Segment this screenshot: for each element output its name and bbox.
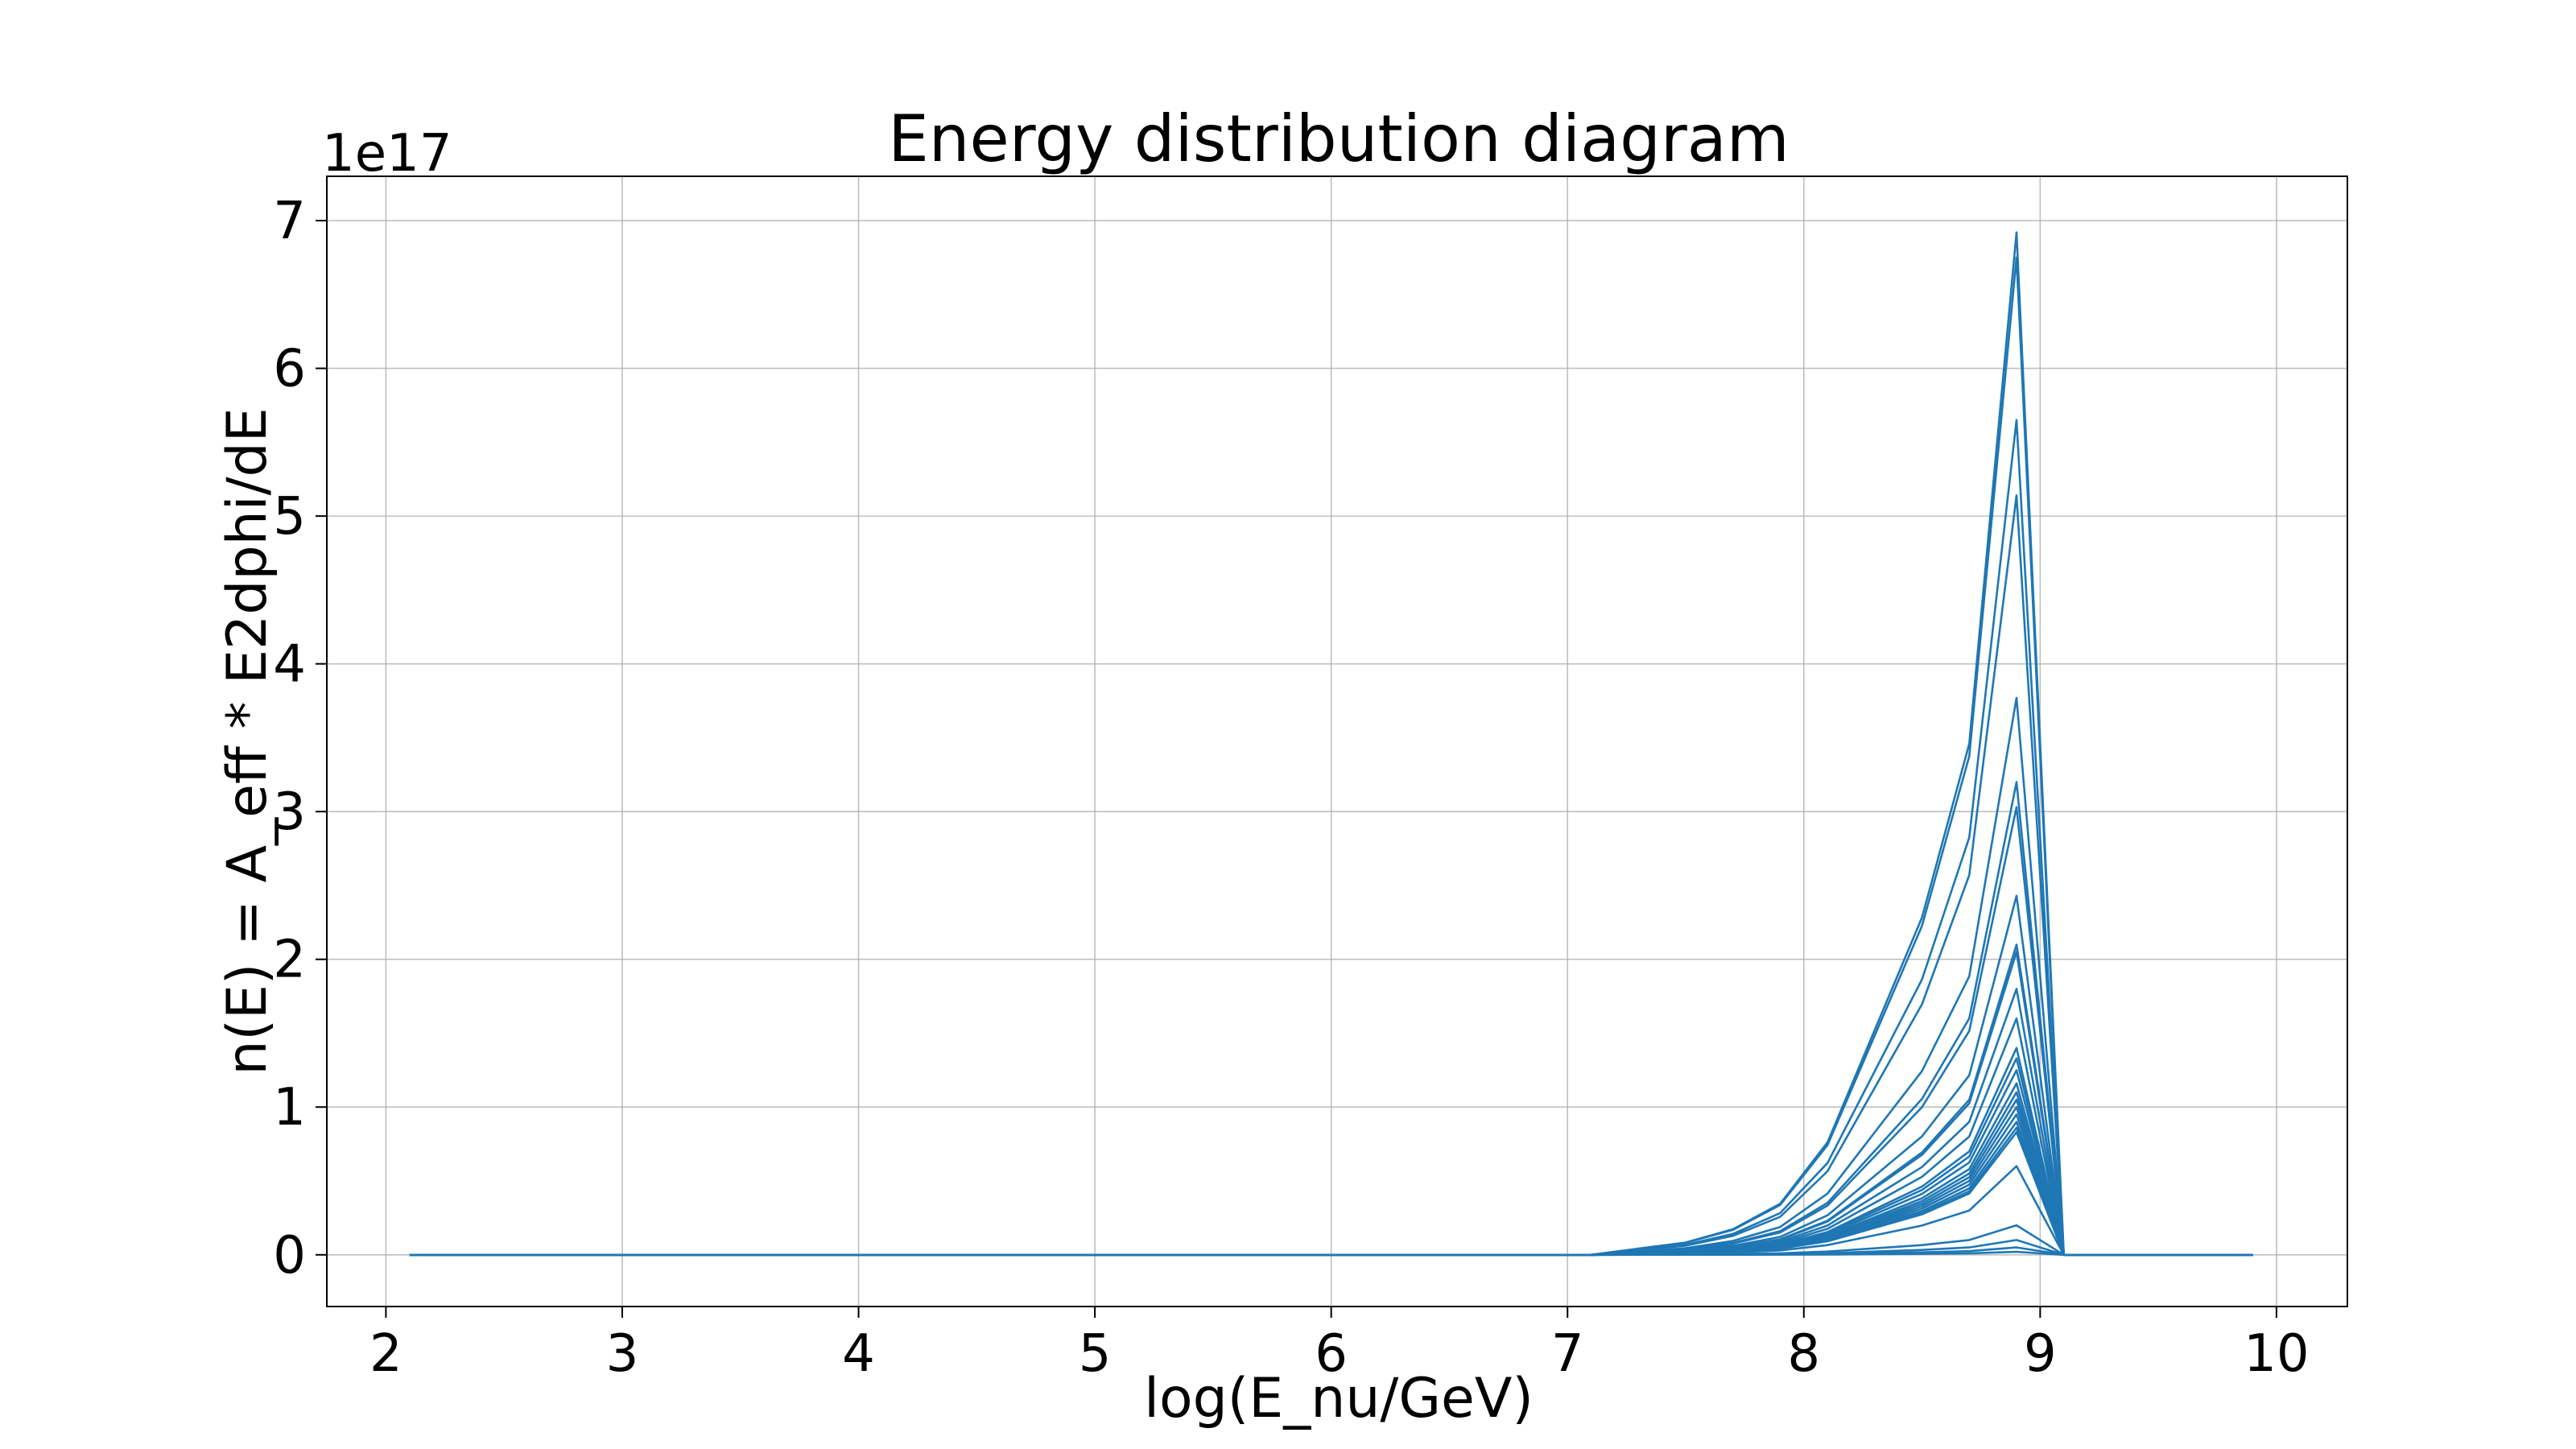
x-tick-label: 2 [369,1324,402,1384]
y-tick-label: 2 [273,931,306,990]
y-tick-label: 7 [273,192,306,251]
y-tick-label: 4 [273,635,306,695]
series-line [409,1250,2253,1257]
x-tick-label: 10 [2244,1324,2309,1384]
x-axis-label: log(E_nu/GeV) [1144,1367,1534,1430]
grid-lines [327,176,2347,1307]
y-tick-label: 6 [273,340,306,399]
y-tick-label: 0 [273,1226,306,1286]
chart-title: Energy distribution diagram [888,101,1790,176]
y-tick-label: 5 [273,487,306,547]
series-lines [409,231,2253,1257]
x-tick-label: 9 [2024,1324,2057,1384]
x-tick-label: 3 [606,1324,639,1384]
x-tick-label: 8 [1787,1324,1820,1384]
x-tick-label: 6 [1315,1324,1348,1384]
y-tick-label: 3 [273,782,306,842]
axis-ticks: 2 3 4 5 6 7 8 9 10 0 1 2 3 4 5 6 7 [273,192,2309,1384]
plot-frame [326,175,2348,1307]
y-axis-label: n(E) = A_eff * E2dphi/dE [216,407,279,1075]
y-tick-label: 1 [273,1078,306,1137]
y-axis-offset-label: 1e17 [322,124,452,184]
x-tick-label: 7 [1551,1324,1584,1384]
x-tick-label: 5 [1079,1324,1112,1384]
x-tick-label: 4 [842,1324,875,1384]
